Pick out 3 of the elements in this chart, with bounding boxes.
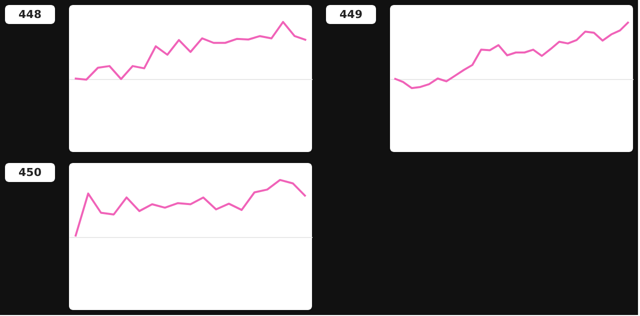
- chart-title: 449: [340, 8, 362, 21]
- chart-title: 448: [18, 8, 42, 21]
- chart-title: 450: [18, 166, 42, 179]
